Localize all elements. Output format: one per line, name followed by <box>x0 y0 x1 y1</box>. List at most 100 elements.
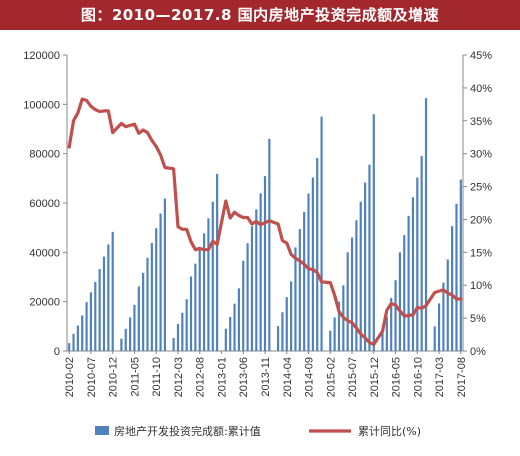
bar <box>72 333 75 351</box>
bar <box>120 338 123 351</box>
bar <box>268 138 271 351</box>
bar <box>207 218 210 351</box>
bar <box>263 176 267 351</box>
bar <box>398 252 401 351</box>
y-tick-label-left: 40000 <box>29 247 60 259</box>
x-ticks: 2010-02 2010-07 2010-12 2011-05 2011-10 2012-… <box>64 351 468 397</box>
bar <box>176 323 180 351</box>
x-tick-label: 2013-06 <box>238 357 250 397</box>
y-tick-label-right: 40% <box>470 83 492 95</box>
bar <box>211 201 214 351</box>
bar <box>437 303 441 351</box>
bar <box>150 242 153 351</box>
bar <box>159 213 162 351</box>
bar <box>303 211 306 351</box>
legend-swatch-bars <box>95 426 109 435</box>
legend: 房地产开发投资完成额:累计值 累计同比(%) <box>95 424 421 438</box>
bar <box>359 201 362 351</box>
bar <box>368 164 371 351</box>
y-ticks-left: 0 20000 40000 60000 80000 100000 120000 <box>23 50 67 358</box>
x-tick-label: 2010-02 <box>64 357 76 397</box>
y-tick-label-right: 35% <box>470 116 492 128</box>
bar <box>307 193 310 351</box>
bar <box>76 325 79 351</box>
x-tick-label: 2015-07 <box>347 357 359 397</box>
bar <box>137 286 140 351</box>
bar <box>446 259 449 351</box>
bar <box>350 237 354 351</box>
bar <box>433 326 436 351</box>
bar <box>290 281 293 351</box>
y-tick-label-right: 5% <box>470 313 486 325</box>
bar <box>237 288 240 351</box>
bar <box>355 220 358 351</box>
bar <box>420 156 423 351</box>
x-tick-label: 2014-09 <box>304 357 316 397</box>
y-ticks-right: 0% 5% 10% 15% 20% 25% 30% 35% 40% 45% <box>463 50 492 358</box>
bar <box>372 114 375 351</box>
y-tick-label-left: 120000 <box>23 50 60 62</box>
bar <box>68 343 71 351</box>
y-tick-label-right: 45% <box>470 50 492 62</box>
bar <box>442 282 445 351</box>
bar <box>85 302 88 351</box>
bar <box>455 203 458 351</box>
y-tick-label-right: 20% <box>470 214 492 226</box>
x-tick-label: 2012-08 <box>195 357 207 397</box>
bar <box>89 292 93 351</box>
bar <box>233 303 236 351</box>
bar <box>129 317 132 351</box>
x-tick-label: 2015-02 <box>325 357 337 397</box>
bar <box>250 226 254 351</box>
bar <box>185 299 188 351</box>
x-tick-label: 2017-08 <box>456 357 468 397</box>
bar <box>364 182 367 351</box>
bar <box>146 257 149 351</box>
bar <box>394 280 397 351</box>
bar <box>181 312 184 351</box>
bar <box>294 247 297 351</box>
y-tick-label-left: 0 <box>54 346 60 358</box>
x-tick-label: 2014-04 <box>282 357 294 397</box>
bar <box>255 209 258 351</box>
bar <box>311 177 314 351</box>
bar <box>337 301 341 351</box>
bar <box>390 297 393 351</box>
bar <box>124 328 127 351</box>
bar <box>424 98 428 352</box>
bar <box>189 276 193 351</box>
bar <box>459 179 462 351</box>
bar <box>298 229 301 351</box>
bar <box>407 215 410 351</box>
bar <box>451 226 454 351</box>
x-tick-label: 2013-11 <box>260 357 272 397</box>
bar <box>111 231 114 351</box>
y-tick-label-left: 20000 <box>29 297 60 309</box>
bar <box>194 263 197 351</box>
x-tick-label: 2010-07 <box>86 357 98 397</box>
y-tick-label-right: 0% <box>470 346 486 358</box>
x-tick-label: 2016-05 <box>391 357 403 397</box>
bar <box>155 228 158 351</box>
bar <box>81 315 84 351</box>
x-tick-label: 2017-03 <box>434 357 446 397</box>
bar <box>285 297 288 351</box>
legend-label-bars: 房地产开发投资完成额:累计值 <box>114 424 261 438</box>
bar <box>329 330 332 351</box>
bar <box>333 317 336 351</box>
bar <box>172 337 175 351</box>
bar-series <box>68 98 462 352</box>
bar <box>246 243 249 351</box>
x-tick-label: 2016-10 <box>412 357 424 397</box>
x-tick-label: 2013-01 <box>216 357 228 397</box>
x-tick-label: 2011-05 <box>129 357 141 397</box>
bar <box>316 158 319 351</box>
bar <box>198 249 201 351</box>
bar <box>216 173 219 351</box>
bar <box>102 256 106 351</box>
bar <box>163 198 166 351</box>
bar <box>276 326 280 351</box>
bar <box>224 328 227 351</box>
bar <box>411 197 415 351</box>
